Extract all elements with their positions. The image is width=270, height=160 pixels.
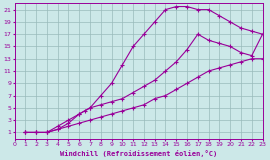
- X-axis label: Windchill (Refroidissement éolien,°C): Windchill (Refroidissement éolien,°C): [60, 150, 217, 156]
